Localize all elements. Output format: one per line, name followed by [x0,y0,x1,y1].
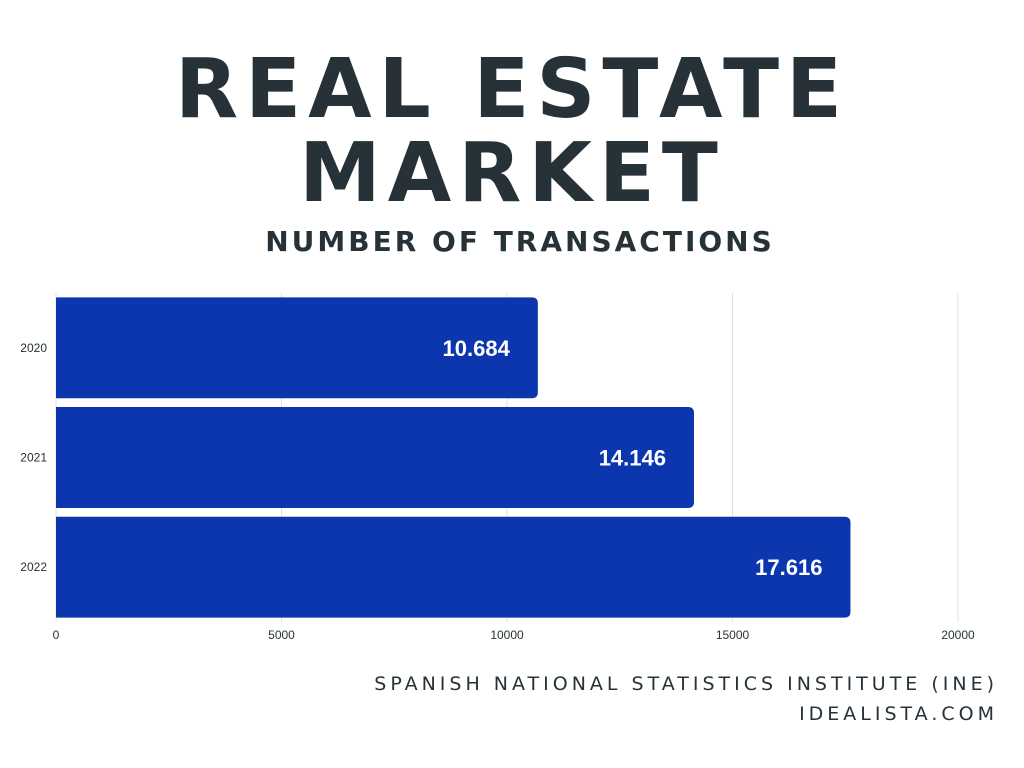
x-tick-label: 0 [53,628,60,642]
bar-2021 [56,407,694,508]
y-tick-label: 2022 [20,560,47,574]
source-website: IDEALISTA.COM [799,703,998,725]
bar-2020 [56,297,538,399]
data-label: 17.616 [755,555,822,580]
x-tick-label: 20000 [941,628,975,642]
bar-chart-svg: 2020 10.684 2021 14.146 2022 17.616 0 5000 10000… [20,293,975,642]
chart-title-line-2: MARKET [299,126,725,221]
source-credit: SPANISH NATIONAL STATISTICS INSTITUTE (I… [374,673,998,695]
data-label: 10.684 [443,336,511,361]
chart-title-line-1: REAL ESTATE [174,42,850,137]
chart-subtitle: NUMBER OF TRANSACTIONS [265,225,775,258]
y-tick-label: 2021 [20,451,47,465]
data-label: 14.146 [599,446,666,471]
x-tick-label: 5000 [268,628,295,642]
x-tick-label: 15000 [716,628,750,642]
bar-2022 [56,516,851,618]
bar-chart: 2020 10.684 2021 14.146 2022 17.616 0 5000 10000… [0,280,1024,650]
y-tick-label: 2020 [20,341,47,355]
x-tick-label: 10000 [490,628,524,642]
